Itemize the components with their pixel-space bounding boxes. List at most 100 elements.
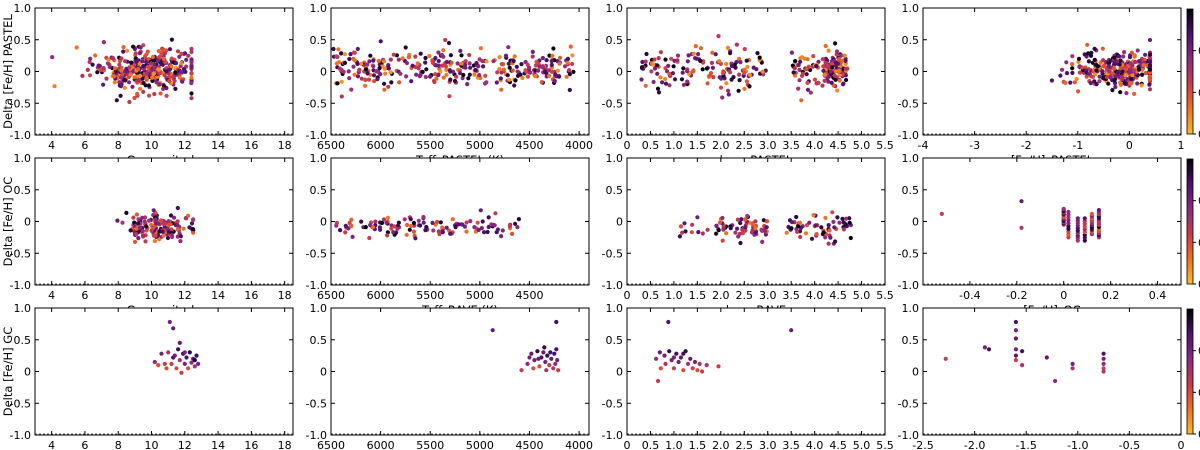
data-point (738, 220, 743, 226)
data-point (495, 70, 500, 75)
x-tick-label: 0.4 (1149, 289, 1167, 302)
data-point (534, 59, 539, 64)
data-point (443, 37, 448, 43)
data-point (366, 77, 372, 82)
data-point (512, 54, 517, 59)
y-tick-label: 0 (320, 66, 327, 79)
data-point (474, 61, 479, 66)
data-point (414, 72, 419, 77)
data-point (548, 350, 553, 355)
data-point (828, 235, 833, 240)
data-point (820, 83, 825, 88)
data-point (681, 66, 686, 71)
data-point (124, 48, 130, 53)
data-point (415, 61, 420, 66)
data-point (1102, 64, 1107, 69)
data-point (724, 231, 729, 236)
data-point (728, 226, 733, 231)
data-point (338, 228, 343, 233)
data-point (738, 60, 743, 65)
data-point (688, 356, 693, 361)
data-point (438, 69, 443, 74)
data-point (710, 50, 715, 55)
data-point (134, 212, 139, 217)
data-point (1013, 358, 1019, 363)
data-point (378, 39, 383, 44)
data-point (476, 64, 481, 69)
data-point (750, 228, 755, 233)
data-point (418, 72, 423, 77)
data-point (367, 59, 372, 64)
data-point (742, 67, 747, 72)
data-point (842, 53, 847, 58)
data-point (657, 350, 662, 355)
x-tick-label: -0.5 (1119, 439, 1140, 450)
data-point (796, 86, 801, 91)
data-point (491, 59, 496, 64)
data-point (459, 53, 464, 58)
x-tick-label: -4 (918, 139, 929, 152)
data-point (132, 75, 137, 80)
data-point (1124, 91, 1129, 96)
y-tick-label: 1.0 (14, 152, 32, 165)
data-point (843, 66, 849, 72)
data-point (448, 53, 453, 58)
data-point (663, 57, 668, 62)
x-tick-label: 4 (48, 139, 55, 152)
data-point (736, 88, 741, 93)
x-tick-label: 0 (624, 439, 631, 450)
data-point (737, 56, 742, 62)
colorbar-tick-label: 0.1 (1198, 236, 1200, 249)
data-point (677, 234, 683, 239)
data-point (1122, 50, 1127, 55)
data-point (513, 221, 518, 226)
data-point (444, 225, 449, 230)
data-point (557, 74, 562, 79)
data-point (120, 220, 125, 225)
y-tick-label: 0.5 (606, 34, 624, 47)
chart-p12: -1.0-0.500.51.0650060005500500045004000T… (306, 2, 594, 167)
data-point (796, 62, 801, 68)
data-point (1147, 56, 1153, 61)
data-point (371, 64, 376, 69)
data-point (1070, 62, 1075, 67)
data-point (157, 237, 162, 242)
data-point (177, 358, 182, 363)
data-point (382, 81, 387, 86)
data-point (683, 229, 688, 234)
data-point (145, 65, 151, 70)
data-point (189, 64, 194, 69)
data-point (463, 62, 468, 67)
data-point (395, 226, 400, 231)
x-tick-label: 16 (244, 439, 258, 450)
data-point (187, 350, 192, 355)
x-tick-label: 1.5 (689, 139, 707, 152)
data-point (1093, 72, 1098, 77)
data-point (136, 217, 141, 222)
data-point (551, 366, 556, 371)
data-point (128, 72, 133, 77)
y-tick-label: 1.0 (14, 302, 32, 315)
data-point (1118, 58, 1123, 63)
chart-p24: -1.0-0.500.51.0-0.4-0.200.20.4[Fe/H]_OC0… (898, 152, 1200, 317)
data-point (1063, 80, 1068, 85)
data-point (1117, 54, 1122, 59)
data-point (555, 358, 560, 363)
x-tick-label: 5500 (416, 439, 444, 450)
data-point (655, 63, 660, 68)
data-point (141, 234, 146, 239)
data-point (740, 227, 745, 232)
data-point (1094, 82, 1099, 87)
data-point (1147, 59, 1153, 64)
data-point (1129, 76, 1134, 82)
chart-p23: -1.0-0.500.51.00 0.5 1.0 1.5 2.0 2.5 3.0 3.5 4.0… (602, 152, 894, 317)
colorbar-tick-label: 0.2 (1198, 45, 1200, 58)
y-tick-label: 1.0 (310, 152, 328, 165)
data-point (834, 49, 840, 54)
data-point (343, 223, 348, 228)
data-point (374, 69, 379, 74)
chart-p14: -1.0-0.500.51.0-4-3-2-101[Fe/H]_PASTEL00… (898, 2, 1200, 167)
plot-frame (330, 307, 590, 436)
data-point (113, 66, 118, 71)
data-point (1075, 216, 1080, 221)
